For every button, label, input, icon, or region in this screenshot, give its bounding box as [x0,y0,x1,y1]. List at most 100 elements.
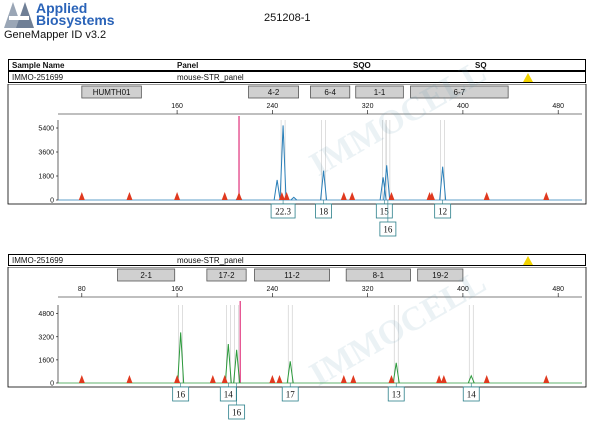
size-standard-peak [436,375,443,383]
peak [467,374,475,384]
y-tick-label: 1600 [38,357,54,364]
x-tick-label: 80 [78,286,86,293]
size-standard-peak [236,192,243,200]
marker-label: 19-2 [432,271,449,280]
y-tick-label: 0 [50,381,54,388]
marker-label: 1-1 [374,88,386,97]
allele-call-label: 12 [438,207,447,217]
document-title: 251208-1 [264,12,311,24]
allele-call-box [387,386,405,402]
allele-call-box [270,203,296,219]
y-tick-label: 3600 [38,150,54,157]
allele-call-box [434,203,452,219]
peak [383,165,391,201]
header-panel: Panel [177,61,199,70]
size-standard-peak [483,192,490,200]
marker-bin-box [345,268,411,282]
allele-call-label: 14 [224,390,234,400]
size-standard-peak [126,375,133,383]
x-tick-label: 400 [457,286,469,293]
marker-label: 17-2 [219,271,236,280]
marker-label: HUMTH01 [93,88,131,97]
electropherogram-green[interactable]: 2-1 17-2 11-2 8-1 19-280 160 240 320 400 48048003… [0,267,590,432]
allele-call-label: 15 [380,207,390,217]
marker-label: 6-7 [454,88,466,97]
brand-mark-icon [4,2,34,28]
header-sq: SQ [475,61,487,70]
allele-call-box [379,221,397,237]
size-standard-peak [221,192,228,200]
sample-row-2[interactable]: IMMO-251699 mouse-STR_panel [8,254,586,266]
marker-label: 8-1 [373,271,385,280]
brand-logo: Applied Biosystems [4,0,124,32]
y-tick-label: 4800 [38,311,54,318]
size-standard-peak [428,192,435,200]
marker-label: 2-1 [140,271,152,280]
app-name: GeneMapper ID v3.2 [4,29,107,41]
peak [279,125,287,201]
size-standard-peak [126,192,133,200]
peak [392,362,400,384]
size-standard-peak [388,375,395,383]
allele-call-label: 14 [467,390,477,400]
peak [290,196,298,201]
marker-bin-box [81,85,142,99]
warning-icon [523,256,533,265]
allele-call-label: 17 [286,390,296,400]
marker-bin-box [206,268,247,282]
size-standard-peak [349,192,356,200]
peak [233,349,241,384]
panel-name: mouse-STR_panel [177,256,244,265]
allele-call-box [281,386,299,402]
y-tick-label: 3200 [38,334,54,341]
size-standard-peak [276,375,283,383]
x-tick-label: 240 [267,103,279,110]
marker-bin-box [117,268,176,282]
marker-bin-box [310,85,351,99]
peak [286,361,294,384]
allele-call-label: 22.3 [275,207,291,217]
x-tick-label: 320 [362,286,374,293]
peak [224,343,232,384]
brand-line2: Biosystems [36,12,115,28]
x-tick-label: 400 [457,103,469,110]
allele-call-box [228,404,246,420]
size-standard-peak [340,375,347,383]
x-tick-label: 160 [171,103,183,110]
y-tick-label: 1800 [38,174,54,181]
size-standard-peak [278,192,285,200]
peak [320,170,328,201]
size-standard-peak [340,192,347,200]
y-tick-label: 0 [50,198,54,205]
panel-frame [7,84,587,205]
size-standard-peak [269,375,276,383]
x-tick-label: 240 [267,286,279,293]
marker-label: 6-4 [324,88,336,97]
size-standard-peak [543,192,550,200]
brand-line1: Applied [36,0,88,16]
peak [379,177,387,201]
allele-call-box [219,386,237,402]
marker-bin-box [248,85,299,99]
allele-call-box [375,203,393,219]
marker-bin-box [417,268,464,282]
size-standard-peak [440,375,447,383]
panel-frame [7,267,587,388]
allele-call-label: 16 [383,225,393,235]
size-standard-peak [78,192,85,200]
header-sample-name: Sample Name [12,61,65,70]
marker-label: 4-2 [268,88,280,97]
x-tick-label: 480 [552,103,564,110]
size-standard-peak [174,192,181,200]
peak [439,166,447,201]
x-tick-label: 320 [362,103,374,110]
warning-icon [523,73,533,82]
header-sqo: SQO [353,61,371,70]
marker-label: 11-2 [284,271,300,280]
sample-row-1[interactable]: IMMO-251699 mouse-STR_panel [8,71,586,83]
size-standard-peak [350,375,357,383]
table-header: Sample Name Panel SQO SQ [8,59,586,71]
y-tick-label: 5400 [38,126,54,133]
allele-call-box [315,203,332,219]
